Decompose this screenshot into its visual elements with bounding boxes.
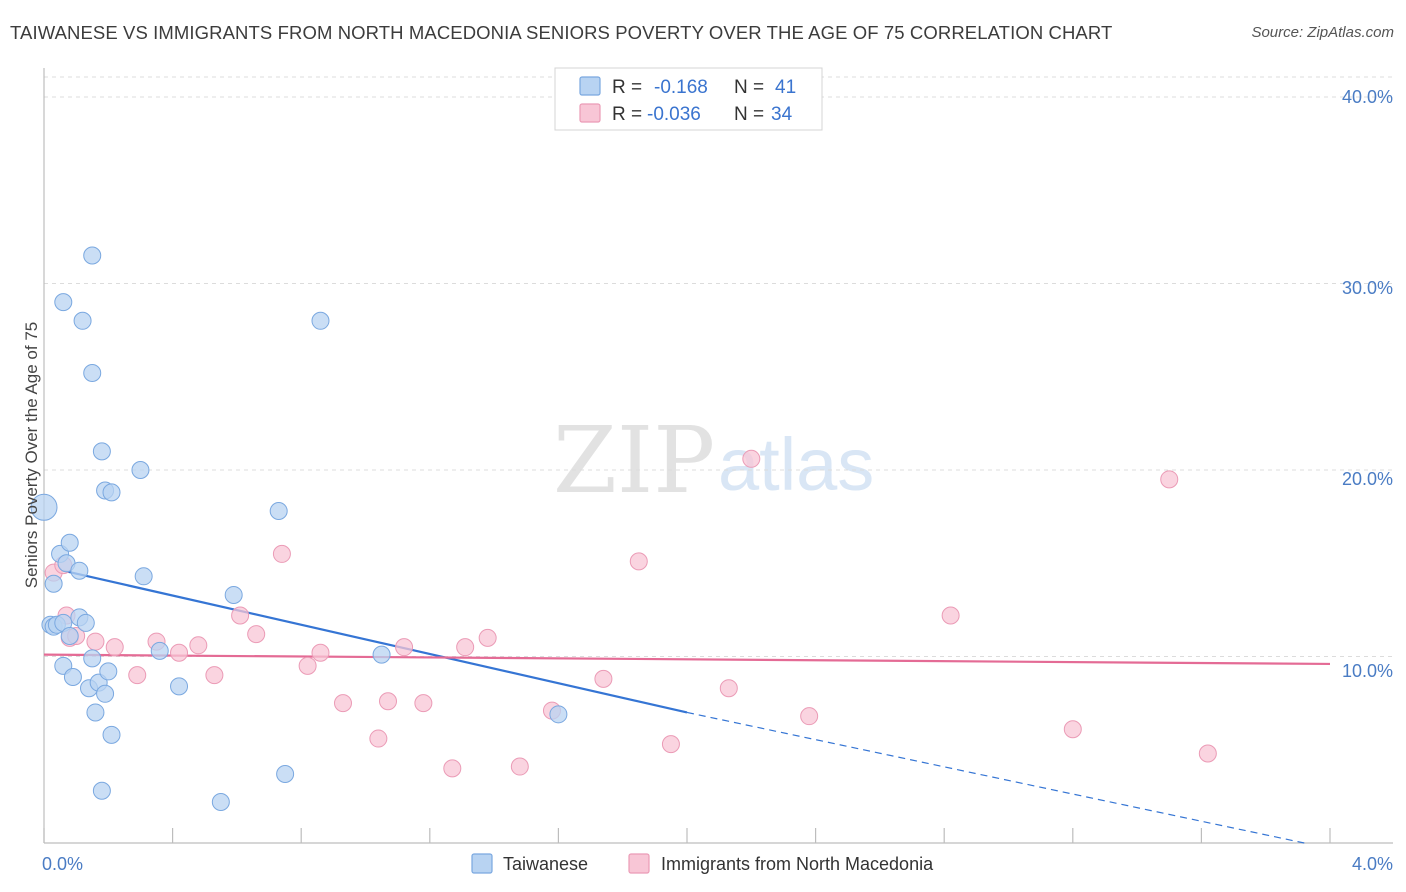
point-north-macedonia-18	[369, 729, 388, 748]
point-taiwanese-3	[44, 574, 63, 593]
point-north-macedonia-29	[661, 735, 680, 754]
point-north-macedonia-14	[272, 544, 291, 563]
point-north-macedonia-16	[311, 643, 330, 662]
point-taiwanese-23	[92, 781, 111, 800]
point-north-macedonia-36	[1198, 744, 1217, 763]
point-taiwanese-11	[60, 626, 79, 645]
y-tick-label-30: 30.0%	[1342, 278, 1393, 298]
y-tick-label-40: 40.0%	[1342, 87, 1393, 107]
point-taiwanese-33	[170, 677, 189, 696]
grid-lines	[44, 76, 1393, 657]
legend-n-label-1: N =	[734, 77, 764, 98]
point-taiwanese-16	[76, 613, 95, 632]
point-taiwanese-29	[102, 725, 121, 744]
point-north-macedonia-12	[231, 606, 250, 625]
point-taiwanese-39	[372, 645, 391, 664]
point-taiwanese-35	[224, 585, 243, 604]
chart-title: TAIWANESE VS IMMIGRANTS FROM NORTH MACED…	[10, 22, 1113, 43]
y-tick-label-20: 20.0%	[1342, 469, 1393, 489]
point-north-macedonia-28	[629, 552, 648, 571]
point-north-macedonia-6	[105, 638, 124, 657]
point-north-macedonia-27	[594, 669, 613, 688]
bottom-legend-label-north-macedonia: Immigrants from North Macedonia	[661, 854, 934, 874]
point-north-macedonia-11	[205, 666, 224, 685]
point-north-macedonia-10	[189, 636, 208, 655]
point-taiwanese-31	[134, 567, 153, 586]
trend-lines	[43, 569, 1331, 844]
legend-r-value-2: -0.036	[647, 104, 701, 125]
x-tick-label-max: 4.0%	[1352, 854, 1393, 874]
point-taiwanese-36	[269, 502, 288, 521]
point-north-macedonia-19	[379, 692, 398, 711]
point-taiwanese-27	[99, 662, 118, 681]
point-north-macedonia-5	[86, 632, 105, 651]
point-north-macedonia-24	[478, 628, 497, 647]
legend-swatch-north-macedonia	[579, 103, 601, 123]
point-taiwanese-28	[102, 483, 121, 502]
trend-line-north-macedonia	[43, 653, 1331, 666]
legend-swatch-taiwanese	[579, 76, 601, 96]
point-taiwanese-10	[60, 533, 79, 552]
trend-line-taiwanese-extension	[686, 711, 1305, 844]
trend-line-taiwanese	[63, 569, 688, 714]
point-north-macedonia-13	[247, 625, 266, 644]
point-taiwanese-25	[96, 684, 115, 703]
point-north-macedonia-21	[414, 694, 433, 713]
point-north-macedonia-32	[800, 707, 819, 726]
axes	[43, 68, 1393, 844]
x-tick-label-min: 0.0%	[42, 854, 83, 874]
point-taiwanese-18	[83, 364, 102, 383]
legend-r-value-1: -0.168	[654, 77, 708, 98]
point-north-macedonia-35	[1160, 470, 1179, 489]
point-taiwanese-15	[73, 311, 92, 330]
point-taiwanese-40	[549, 705, 568, 724]
point-taiwanese-34	[211, 792, 230, 811]
legend-r-label-2: R =	[612, 104, 642, 125]
y-axis-title: Seniors Poverty Over the Age of 75	[22, 322, 41, 588]
legend-n-value-2: 34	[771, 104, 793, 125]
point-taiwanese-12	[63, 668, 82, 687]
legend-n-value-1: 41	[775, 77, 796, 98]
point-taiwanese-14	[70, 561, 89, 580]
legend-n-label-2: N =	[734, 104, 764, 125]
point-taiwanese-19	[83, 649, 102, 668]
source-credit: Source: ZipAtlas.com	[1251, 24, 1394, 41]
legend-r-label-1: R =	[612, 77, 642, 98]
bottom-legend-swatch-north-macedonia	[628, 853, 650, 874]
point-taiwanese-0	[30, 493, 58, 521]
watermark-atlas: atlas	[718, 423, 874, 506]
point-taiwanese-38	[311, 311, 330, 330]
point-north-macedonia-9	[170, 643, 189, 662]
correlation-legend: R = -0.168 N = 41 R = -0.036 N = 34	[554, 67, 823, 131]
data-points	[30, 246, 1217, 811]
series-legend: Taiwanese Immigrants from North Macedoni…	[471, 853, 934, 874]
bottom-legend-label-taiwanese: Taiwanese	[503, 854, 588, 874]
point-north-macedonia-7	[128, 666, 147, 685]
point-north-macedonia-17	[333, 694, 352, 713]
point-taiwanese-32	[150, 641, 169, 660]
bottom-legend-swatch-taiwanese	[471, 853, 493, 874]
point-taiwanese-30	[131, 461, 150, 479]
point-north-macedonia-34	[1063, 720, 1082, 739]
point-north-macedonia-22	[443, 759, 462, 778]
point-taiwanese-21	[86, 703, 105, 722]
point-north-macedonia-33	[941, 606, 960, 625]
point-north-macedonia-31	[742, 449, 761, 468]
point-taiwanese-24	[92, 442, 111, 461]
point-north-macedonia-23	[456, 638, 475, 657]
point-taiwanese-20	[83, 246, 102, 265]
point-taiwanese-37	[276, 764, 295, 783]
point-taiwanese-8	[54, 293, 73, 312]
point-north-macedonia-15	[298, 656, 317, 675]
point-north-macedonia-20	[395, 638, 414, 657]
watermark-zip: ZIP	[553, 407, 715, 514]
point-north-macedonia-30	[719, 679, 738, 698]
point-north-macedonia-25	[510, 757, 529, 776]
y-tick-label-10: 10.0%	[1342, 661, 1393, 681]
